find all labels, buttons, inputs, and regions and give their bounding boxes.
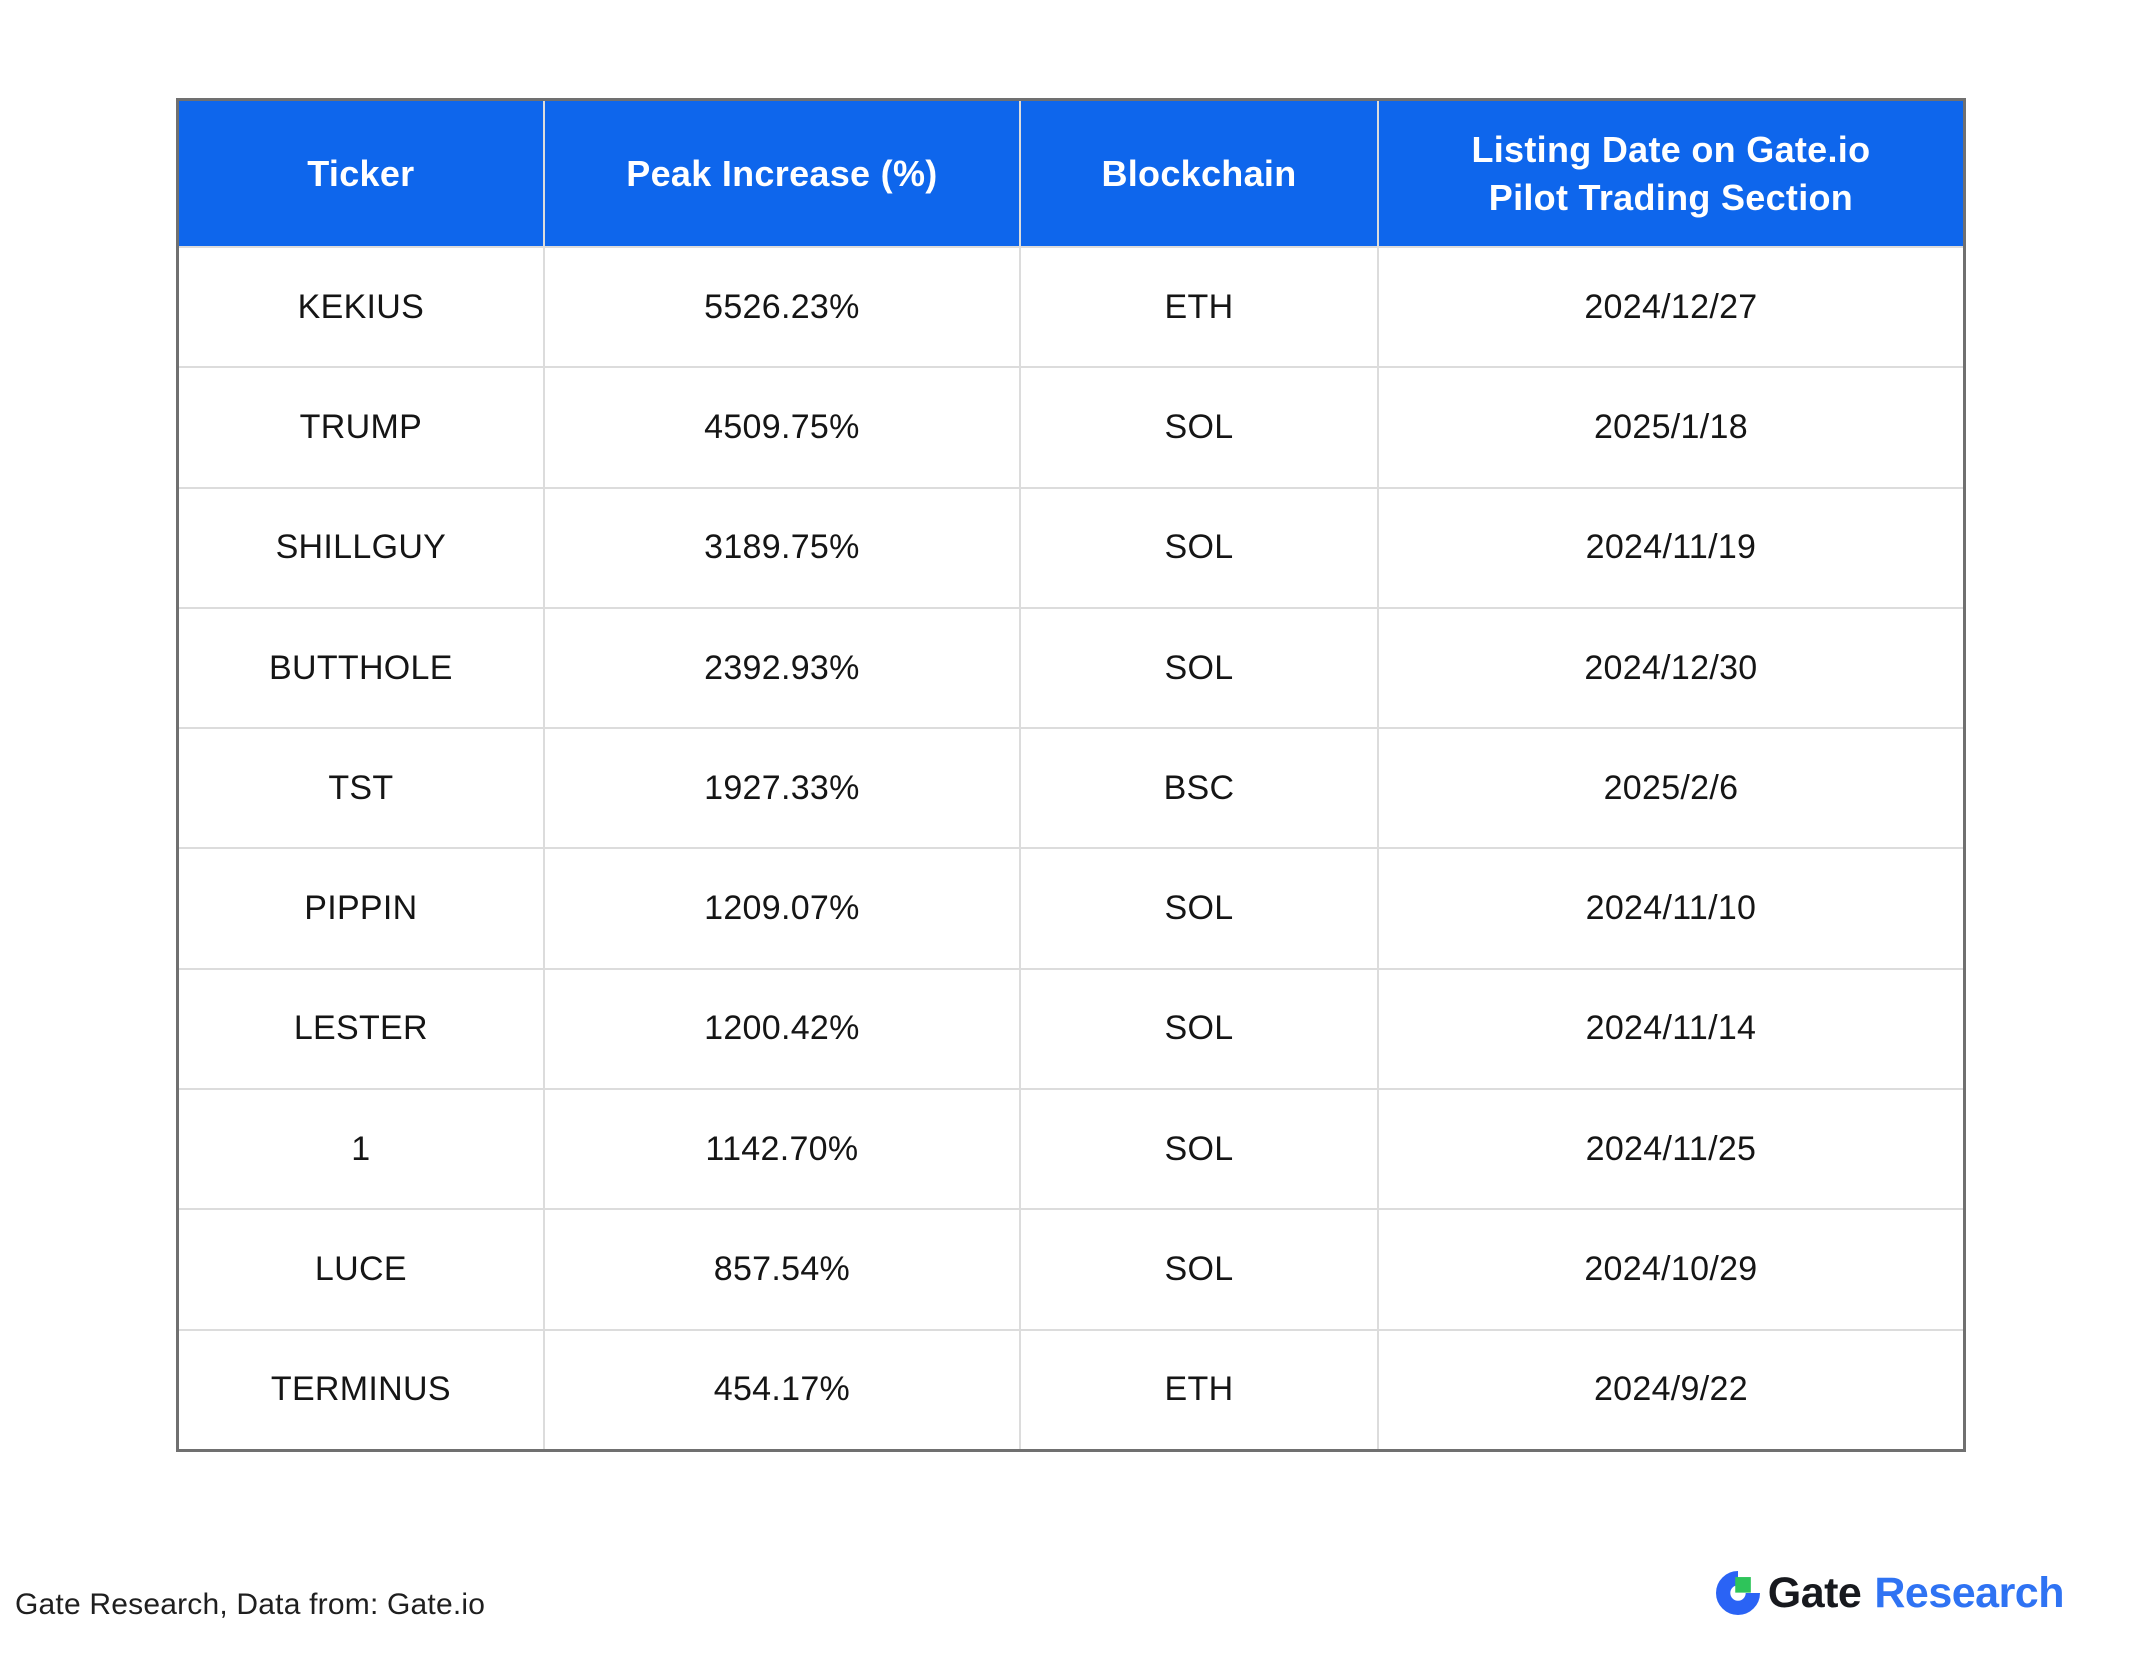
blockchain-cell: ETH [1019, 1330, 1377, 1449]
listing-date-cell: 2025/2/6 [1376, 729, 1963, 848]
peak-increase-cell: 1209.07% [542, 849, 1019, 968]
listing-date-cell: 2024/10/29 [1376, 1210, 1963, 1329]
listing-date-cell: 2024/11/25 [1376, 1090, 1963, 1209]
blockchain-cell: SOL [1019, 1210, 1377, 1329]
table-header-row: Ticker Peak Increase (%) Blockchain List… [179, 101, 1963, 246]
table-row: LESTER 1200.42% SOL 2024/11/14 [179, 967, 1963, 1089]
gate-logo-wordmark: Gate [1767, 1568, 1862, 1617]
peak-increase-cell: 1927.33% [542, 729, 1019, 848]
table-row: SHILLGUY 3189.75% SOL 2024/11/19 [179, 486, 1963, 607]
peak-increase-cell: 1142.70% [542, 1090, 1019, 1209]
gate-research-logo: Gate Research [1715, 1568, 2064, 1617]
ticker-cell: LUCE [314, 1250, 407, 1289]
ticker-cell: TERMINUS [270, 1370, 451, 1409]
blockchain-cell: SOL [1019, 1090, 1377, 1209]
memecoin-table: Ticker Peak Increase (%) Blockchain List… [176, 98, 1966, 1452]
table-row: KEKIUS 5526.23% ETH 2024/12/27 [179, 246, 1963, 367]
peak-increase-cell: 857.54% [542, 1210, 1019, 1329]
table-row: LUCE 857.54% SOL 2024/10/29 [179, 1208, 1963, 1329]
ticker-cell: BUTTHOLE [268, 648, 453, 687]
table-row: TRUMP 4509.75% SOL 2025/1/18 [179, 366, 1963, 487]
listing-date-cell: 2024/12/27 [1376, 248, 1963, 367]
header-listing-date-line1: Listing Date on Gate.io [1471, 128, 1871, 170]
blockchain-cell: SOL [1019, 608, 1377, 728]
ticker-cell: SHILLGUY [275, 528, 447, 567]
table-row: PIPPIN 1209.07% SOL 2024/11/10 [179, 847, 1963, 968]
ticker-cell: 1 [351, 1129, 371, 1168]
listing-date-cell: 2025/1/18 [1376, 368, 1963, 487]
ticker-cell: PIPPIN [304, 889, 418, 928]
header-listing-date-line2: Pilot Trading Section [1488, 176, 1854, 218]
table-row: TST 1927.33% BSC 2025/2/6 [179, 727, 1963, 848]
blockchain-cell: BSC [1019, 729, 1377, 848]
ticker-cell: KEKIUS [297, 287, 425, 326]
blockchain-cell: SOL [1019, 969, 1377, 1089]
listing-date-cell: 2024/11/19 [1376, 488, 1963, 607]
blockchain-cell: SOL [1019, 849, 1377, 968]
table-row: BUTTHOLE 2392.93% SOL 2024/12/30 [179, 606, 1963, 728]
header-peak-increase: Peak Increase (%) [542, 101, 1019, 246]
table-row: 1 1142.70% SOL 2024/11/25 [179, 1088, 1963, 1209]
listing-date-cell: 2024/11/14 [1376, 969, 1963, 1089]
header-listing-date: Listing Date on Gate.io Pilot Trading Se… [1376, 101, 1963, 246]
ticker-cell: TST [328, 768, 394, 807]
table-row: TERMINUS 454.17% ETH 2024/9/22 [179, 1328, 1963, 1449]
peak-increase-cell: 1200.42% [542, 969, 1019, 1089]
peak-increase-cell: 5526.23% [542, 248, 1019, 367]
peak-increase-cell: 2392.93% [542, 608, 1019, 728]
listing-date-cell: 2024/12/30 [1376, 608, 1963, 728]
listing-date-cell: 2024/11/10 [1376, 849, 1963, 968]
data-source-caption: Gate Research, Data from: Gate.io [15, 1588, 486, 1621]
blockchain-cell: SOL [1019, 488, 1377, 607]
peak-increase-cell: 4509.75% [542, 368, 1019, 487]
peak-increase-cell: 454.17% [542, 1330, 1019, 1449]
listing-date-cell: 2024/9/22 [1376, 1330, 1963, 1449]
research-logo-wordmark: Research [1874, 1568, 2064, 1617]
blockchain-cell: SOL [1019, 368, 1377, 487]
gate-logo-icon [1715, 1571, 1760, 1615]
ticker-cell: TRUMP [299, 407, 423, 446]
header-ticker: Ticker [307, 152, 415, 194]
ticker-cell: LESTER [293, 1009, 428, 1048]
header-blockchain: Blockchain [1019, 101, 1377, 246]
blockchain-cell: ETH [1019, 248, 1377, 367]
peak-increase-cell: 3189.75% [542, 488, 1019, 607]
